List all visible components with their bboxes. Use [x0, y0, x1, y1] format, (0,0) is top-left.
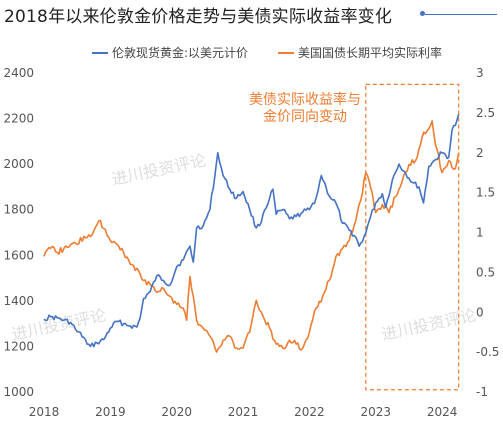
x-tick-label: 2023 [360, 405, 391, 419]
y-right-tick-label: 0 [476, 305, 484, 319]
y-left-tick-label: 1800 [3, 203, 34, 217]
y-right-tick-label: 2 [476, 146, 484, 160]
y-left-tick-label: 1200 [3, 339, 34, 353]
gold-price-line [43, 113, 460, 348]
watermark-text: 进川投资评论 [110, 150, 208, 189]
y-left-tick-label: 1600 [3, 248, 34, 262]
annotation-line-2: 金价同向变动 [263, 109, 347, 125]
x-tick-label: 2021 [228, 405, 259, 419]
y-left-tick-label: 2200 [3, 112, 34, 126]
legend-item-rate: 美国国债长期平均实际利率 [278, 44, 442, 61]
y-left-tick-label: 2400 [3, 66, 34, 80]
y-right-tick-label: 0.5 [476, 265, 495, 279]
x-tick-label: 2020 [161, 405, 192, 419]
y-left-tick-label: 1400 [3, 294, 34, 308]
highlight-box [365, 83, 460, 391]
x-tick-label: 2018 [29, 405, 60, 419]
watermark-text: 进川投资评论 [10, 305, 108, 344]
real-rate-line [43, 120, 460, 353]
y-right-tick-label: 1.5 [476, 186, 495, 200]
y-right-tick-label: -0.5 [476, 345, 499, 359]
x-tick-label: 2022 [294, 405, 325, 419]
legend: 伦敦现货黄金:以美元计价 美国国债长期平均实际利率 [0, 44, 503, 60]
left-axis: 2400 2200 2000 1800 1600 1400 1200 1000 [3, 66, 34, 399]
chart-title: 2018年以来伦敦金价格走势与美债实际收益率变化 [4, 7, 393, 27]
y-right-tick-label: 1 [476, 226, 484, 240]
right-axis: 3 2.5 2 1.5 1 0.5 0 -0.5 -1 [476, 66, 499, 399]
y-left-tick-label: 2000 [3, 157, 34, 171]
x-axis: 2018 2019 2020 2021 2022 2023 2024 [29, 405, 458, 419]
legend-item-gold: 伦敦现货黄金:以美元计价 [92, 44, 248, 61]
y-right-tick-label: 2.5 [476, 106, 495, 120]
watermark-text: 进川投资评论 [380, 305, 478, 344]
legend-label-rate: 美国国债长期平均实际利率 [298, 46, 443, 60]
y-right-tick-label: -1 [476, 385, 488, 399]
series-layer [43, 113, 460, 353]
legend-label-gold: 伦敦现货黄金:以美元计价 [112, 46, 249, 60]
title-rule [420, 11, 497, 16]
y-left-tick-label: 1000 [3, 385, 34, 399]
legend-swatch-rate [278, 51, 294, 54]
annotation-line-1: 美债实际收益率与 [249, 91, 361, 108]
legend-swatch-gold [92, 51, 108, 54]
x-tick-label: 2019 [95, 405, 126, 419]
x-tick-label: 2024 [427, 405, 458, 419]
y-right-tick-label: 3 [476, 66, 484, 80]
